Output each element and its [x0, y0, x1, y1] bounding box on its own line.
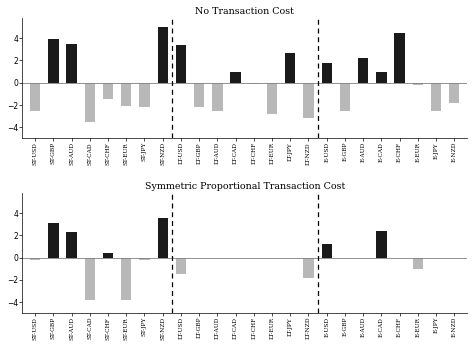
Bar: [303, 257, 314, 278]
Bar: [66, 44, 77, 83]
Bar: [285, 53, 295, 83]
Bar: [176, 257, 186, 274]
Title: No Transaction Cost: No Transaction Cost: [195, 7, 294, 16]
Bar: [157, 218, 168, 257]
Bar: [321, 63, 332, 83]
Bar: [30, 83, 40, 111]
Bar: [30, 257, 40, 260]
Bar: [358, 58, 368, 83]
Bar: [376, 71, 387, 83]
Bar: [103, 253, 113, 257]
Bar: [103, 83, 113, 100]
Bar: [267, 83, 277, 114]
Bar: [413, 257, 423, 269]
Bar: [121, 257, 131, 300]
Bar: [303, 83, 314, 118]
Bar: [121, 83, 131, 106]
Bar: [84, 83, 95, 122]
Bar: [340, 83, 350, 111]
Bar: [212, 83, 223, 111]
Bar: [394, 33, 405, 83]
Bar: [139, 257, 150, 260]
Bar: [157, 27, 168, 83]
Bar: [431, 83, 441, 111]
Bar: [376, 231, 387, 257]
Bar: [449, 83, 459, 103]
Bar: [48, 223, 58, 257]
Bar: [139, 83, 150, 107]
Bar: [249, 83, 259, 84]
Bar: [176, 45, 186, 83]
Bar: [194, 83, 204, 107]
Bar: [321, 244, 332, 257]
Bar: [66, 232, 77, 257]
Bar: [84, 257, 95, 300]
Title: Symmetric Proportional Transaction Cost: Symmetric Proportional Transaction Cost: [145, 182, 345, 191]
Bar: [230, 71, 241, 83]
Bar: [48, 39, 58, 83]
Bar: [413, 83, 423, 85]
